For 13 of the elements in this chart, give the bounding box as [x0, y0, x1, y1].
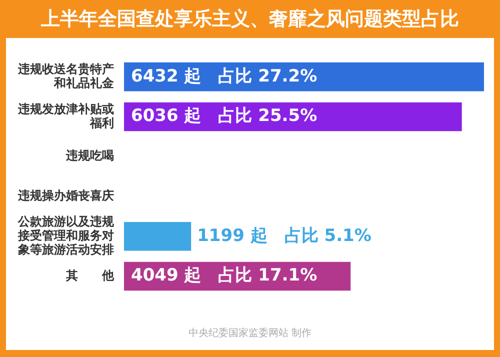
- y-tick-label: 违规收送名贵特产和礼品礼金: [17, 62, 115, 90]
- data-label: 6036 起 占比 25.5%: [131, 106, 318, 126]
- y-tick-label: 其 他: [65, 268, 115, 282]
- data-label: 6432 起 占比 27.2%: [131, 66, 318, 86]
- chart-title: 上半年全国查处享乐主义、奢靡之风问题类型占比: [40, 7, 460, 32]
- text: 中央纪委国家监委网站 制作: [187, 326, 313, 340]
- y-tick-label: 违规吃喝: [65, 148, 114, 163]
- bar: [124, 222, 192, 251]
- data-label: 4049 起 占比 17.1%: [131, 266, 318, 286]
- y-tick-label: 公款旅游以及违规接受管理和服务对象等旅游活动安排: [17, 214, 115, 256]
- y-tick-label: 违规操办婚丧喜庆: [17, 188, 114, 203]
- data-label: 1199 起 占比 5.1%: [197, 226, 372, 246]
- y-tick-label: 违规发放津补贴或福利: [17, 102, 114, 130]
